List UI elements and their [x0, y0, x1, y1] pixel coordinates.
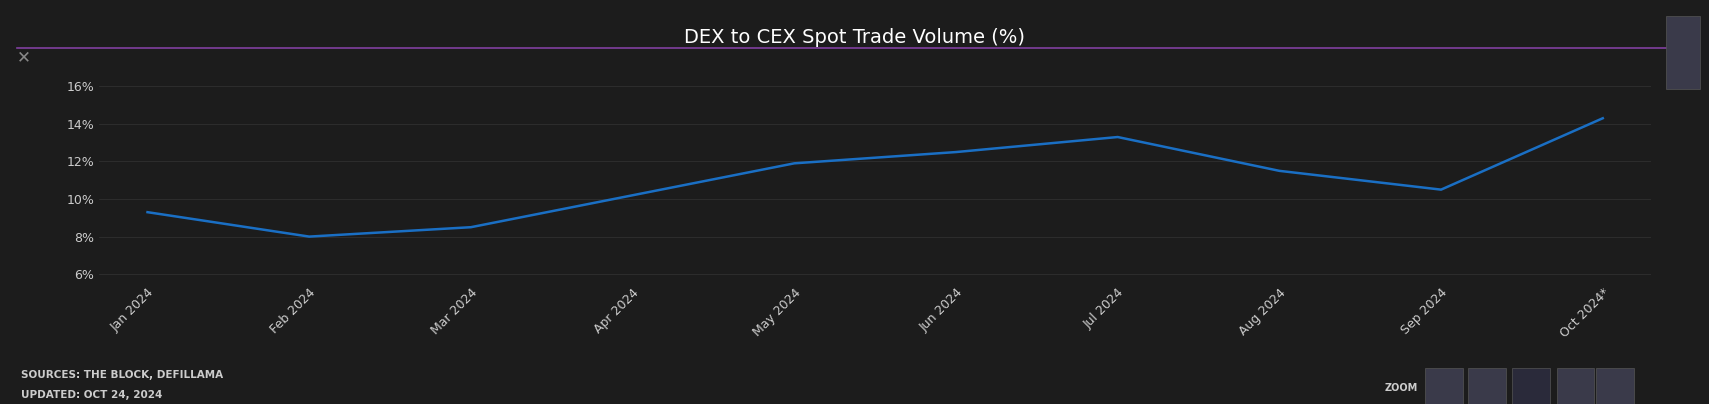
- Text: ✕: ✕: [1678, 46, 1688, 59]
- Text: ✕: ✕: [17, 48, 31, 67]
- Text: UPDATED: OCT 24, 2024: UPDATED: OCT 24, 2024: [21, 390, 162, 400]
- Text: ZOOM: ZOOM: [1384, 383, 1417, 393]
- Text: ALL: ALL: [1436, 383, 1453, 392]
- Text: 12M: 12M: [1521, 383, 1542, 392]
- Text: YTD: YTD: [1477, 383, 1497, 392]
- Text: DEX to CEX Spot Trade Volume (%): DEX to CEX Spot Trade Volume (%): [684, 28, 1025, 47]
- Text: SOURCES: THE BLOCK, DEFILLAMA: SOURCES: THE BLOCK, DEFILLAMA: [21, 370, 222, 380]
